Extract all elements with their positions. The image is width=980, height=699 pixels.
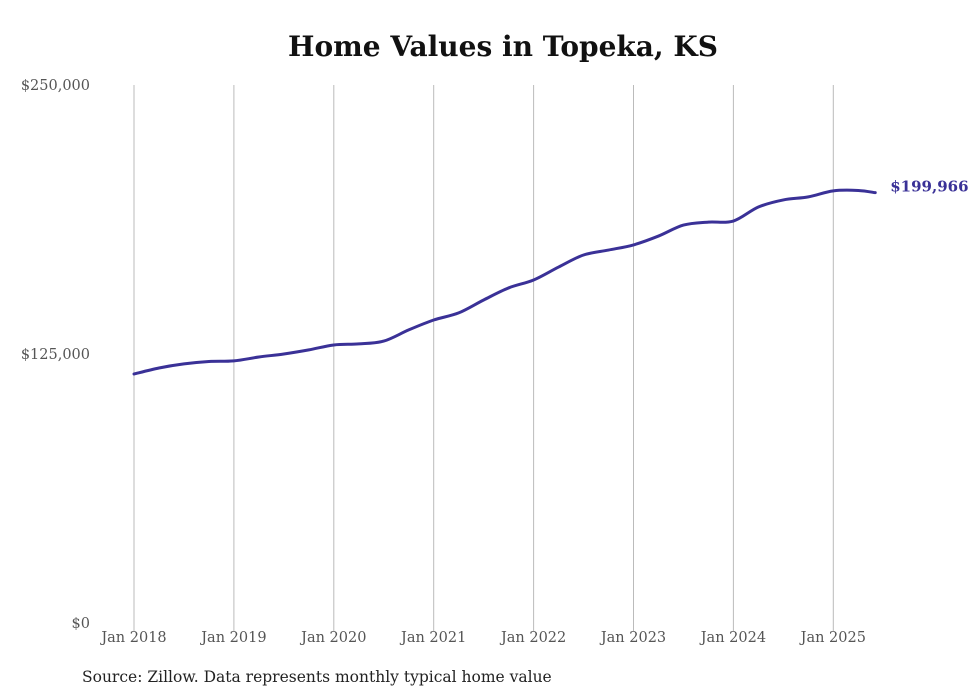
x-tick-label: Jan 2019 xyxy=(199,630,266,646)
x-tick-label: Jan 2021 xyxy=(399,630,466,646)
x-tick-label: Jan 2025 xyxy=(799,630,866,646)
chart-title: Home Values in Topeka, KS xyxy=(288,30,718,63)
y-tick-label: $250,000 xyxy=(21,78,90,94)
x-tick-label: Jan 2018 xyxy=(99,630,166,646)
x-tick-label: Jan 2022 xyxy=(499,630,566,646)
end-value-label: $199,966 xyxy=(890,178,968,196)
series-line xyxy=(132,188,877,376)
y-tick-label: $125,000 xyxy=(21,347,90,363)
source-note: Source: Zillow. Data represents monthly … xyxy=(82,668,552,686)
y-tick-label: $0 xyxy=(72,616,90,632)
x-tick-label: Jan 2024 xyxy=(699,630,766,646)
x-tick-label: Jan 2023 xyxy=(599,630,666,646)
x-tick-label: Jan 2020 xyxy=(299,630,366,646)
